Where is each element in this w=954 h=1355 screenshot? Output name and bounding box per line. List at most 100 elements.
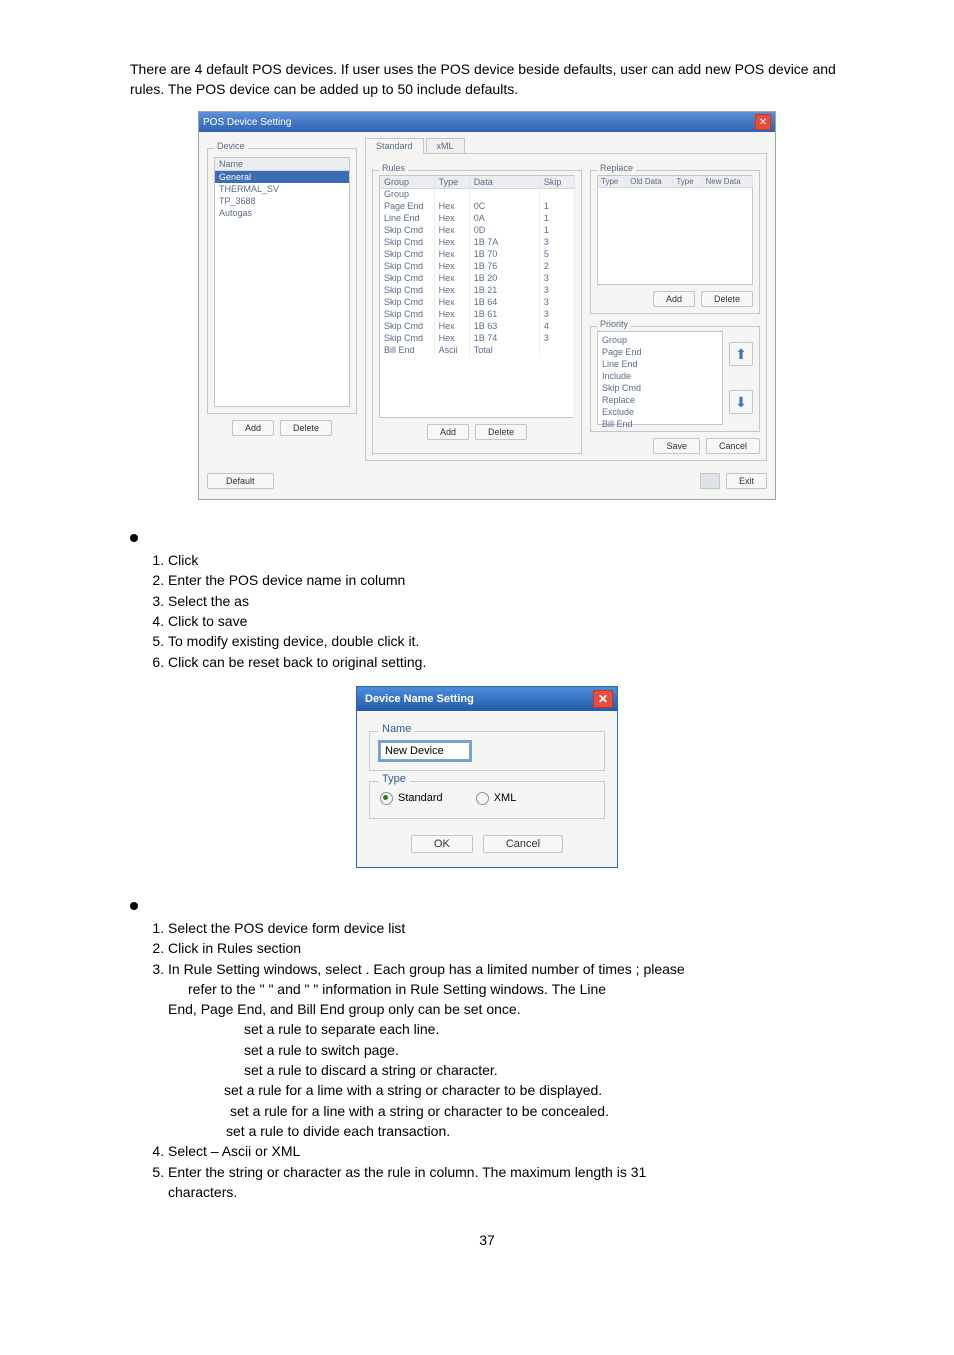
list-item[interactable]: Page End: [602, 346, 718, 358]
list-item[interactable]: Bill End: [602, 418, 718, 430]
exit-button[interactable]: Exit: [726, 473, 767, 489]
cancel-button[interactable]: Cancel: [706, 438, 760, 454]
table-row[interactable]: Skip CmdHex1B 203: [380, 273, 575, 285]
replace-table: Type Old Data Type New Data: [597, 175, 753, 285]
col-olddata: Old Data: [627, 176, 673, 188]
rules-add-button[interactable]: Add: [427, 424, 469, 440]
list-item[interactable]: THERMAL_SV: [215, 183, 349, 195]
step-continuation: End, Page End, and Bill End group only c…: [168, 999, 844, 1019]
col-group: Group: [380, 176, 435, 189]
col-type: Type: [434, 176, 469, 189]
list-item[interactable]: Line End: [602, 358, 718, 370]
device-fieldset: Device Name General THERMAL_SV TP_3688 A…: [207, 148, 357, 414]
close-icon[interactable]: ✕: [755, 114, 771, 130]
table-row[interactable]: Skip CmdHex1B 213: [380, 285, 575, 297]
list-item[interactable]: Group: [602, 334, 718, 346]
col-skip: Skip: [539, 176, 574, 189]
type-legend: Type: [378, 773, 410, 785]
table-row[interactable]: Skip CmdHex1B 7A3: [380, 237, 575, 249]
step: To modify existing device, double click …: [168, 631, 844, 651]
ok-button[interactable]: OK: [411, 835, 473, 853]
tab-standard[interactable]: Standard: [365, 138, 424, 154]
name-input[interactable]: New Device: [380, 742, 470, 760]
device-list[interactable]: Name General THERMAL_SV TP_3688 Autogas: [214, 157, 350, 407]
table-row[interactable]: Skip CmdHex1B 643: [380, 297, 575, 309]
dialog-titlebar: POS Device Setting ✕: [199, 112, 775, 132]
down-icon[interactable]: ⬇: [729, 390, 753, 414]
rules-table: Group Type Data Skip GroupPage EndHex0C1…: [379, 175, 575, 418]
table-row[interactable]: Skip CmdHex1B 613: [380, 309, 575, 321]
radio-xml[interactable]: XML: [476, 792, 517, 805]
step: Click can be reset back to original sett…: [168, 652, 844, 672]
rule-def: set a rule to discard a string or charac…: [244, 1060, 844, 1080]
device-delete-button[interactable]: Delete: [280, 420, 332, 436]
list-item[interactable]: Skip Cmd: [602, 382, 718, 394]
table-row[interactable]: Line EndHex0A1: [380, 213, 575, 225]
rule-def: set a rule for a line with a string or c…: [230, 1101, 844, 1121]
tab-xml[interactable]: xML: [426, 138, 465, 154]
up-icon[interactable]: ⬆: [729, 342, 753, 366]
page-number: 37: [130, 1232, 844, 1248]
step: In Rule Setting windows, select . Each g…: [168, 959, 844, 1142]
table-row[interactable]: Group: [380, 189, 575, 202]
step: Click to save: [168, 611, 844, 631]
device-legend: Device: [214, 141, 248, 151]
close-icon[interactable]: ✕: [593, 690, 613, 708]
priority-list[interactable]: Group Page End Line End Include Skip Cmd…: [597, 331, 723, 425]
list-item[interactable]: TP_3688: [215, 195, 349, 207]
cancel-button[interactable]: Cancel: [483, 835, 563, 853]
step: Click in Rules section: [168, 938, 844, 958]
priority-fieldset: Priority Group Page End Line End Include…: [590, 326, 760, 432]
list-item[interactable]: Replace: [602, 394, 718, 406]
step: Enter the POS device name in column: [168, 570, 844, 590]
rule-def: set a rule to separate each line.: [244, 1019, 844, 1039]
step: Select the POS device form device list: [168, 918, 844, 938]
list-item[interactable]: Exclude: [602, 406, 718, 418]
table-row[interactable]: Skip CmdHex1B 705: [380, 249, 575, 261]
type-fieldset: Type Standard XML: [369, 781, 605, 819]
device-list-header: Name: [215, 158, 349, 171]
device-add-button[interactable]: Add: [232, 420, 274, 436]
table-row[interactable]: Skip CmdHex1B 634: [380, 321, 575, 333]
replace-fieldset: Replace Type Old Data Type New Data: [590, 170, 760, 314]
rule-def: set a rule to switch page.: [244, 1040, 844, 1060]
name-legend: Name: [378, 723, 415, 735]
dialog-titlebar: Device Name Setting ✕: [357, 687, 617, 711]
step: Select – Ascii or XML: [168, 1141, 844, 1161]
save-button[interactable]: Save: [653, 438, 700, 454]
table-row[interactable]: Skip CmdHex1B 762: [380, 261, 575, 273]
intro-text: There are 4 default POS devices. If user…: [130, 60, 844, 99]
step-text: In Rule Setting windows, select . Each g…: [168, 961, 685, 977]
radio-standard[interactable]: Standard: [380, 792, 443, 805]
rules-legend: Rules: [379, 163, 408, 173]
col-data: Data: [469, 176, 539, 189]
table-row[interactable]: Skip CmdHex1B 743: [380, 333, 575, 345]
col-type: Type: [598, 176, 627, 188]
table-row[interactable]: Bill EndAsciiTotal: [380, 345, 575, 357]
step: Enter the string or character as the rul…: [168, 1162, 844, 1203]
list-item[interactable]: Autogas: [215, 207, 349, 219]
list-item[interactable]: General: [215, 171, 349, 183]
step: Select the as: [168, 591, 844, 611]
bullet-icon: [130, 530, 844, 546]
table-row[interactable]: Skip CmdHex0D1: [380, 225, 575, 237]
table-row[interactable]: Page EndHex0C1: [380, 201, 575, 213]
pos-device-setting-dialog: POS Device Setting ✕ Device Name General…: [198, 111, 776, 500]
step: Click: [168, 550, 844, 570]
set-rules-steps: Select the POS device form device list C…: [150, 918, 844, 1202]
rule-def: set a rule for a lime with a string or c…: [224, 1080, 844, 1100]
replace-add-button[interactable]: Add: [653, 291, 695, 307]
replace-legend: Replace: [597, 163, 636, 173]
list-item[interactable]: Include: [602, 370, 718, 382]
step-text: Enter the string or character as the rul…: [168, 1164, 646, 1180]
add-device-steps: Click Enter the POS device name in colum…: [150, 550, 844, 672]
bullet-icon: [130, 898, 844, 914]
replace-delete-button[interactable]: Delete: [701, 291, 753, 307]
rules-delete-button[interactable]: Delete: [475, 424, 527, 440]
printer-icon[interactable]: [700, 473, 720, 489]
col-newdata: New Data: [702, 176, 752, 188]
rule-def: set a rule to divide each transaction.: [226, 1121, 844, 1141]
device-name-setting-dialog: Device Name Setting ✕ Name New Device Ty…: [356, 686, 618, 868]
default-button[interactable]: Default: [207, 473, 274, 489]
dialog-title: Device Name Setting: [365, 693, 474, 705]
